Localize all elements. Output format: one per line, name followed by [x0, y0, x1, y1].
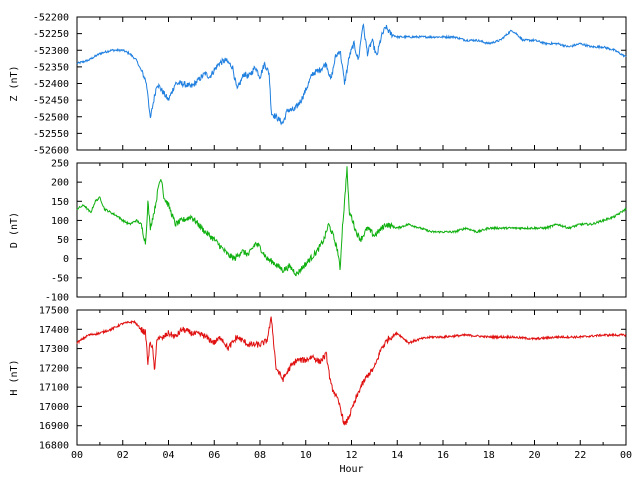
- x-tick-label: 10: [300, 450, 312, 461]
- x-tick-label: 02: [117, 450, 129, 461]
- y-tick-label-h: 16800: [39, 441, 69, 452]
- x-tick-label: 04: [162, 450, 174, 461]
- y-tick-label-z: -52250: [33, 29, 69, 40]
- y-axis-label-d: D (nT): [9, 212, 20, 248]
- y-tick-label-h: 17000: [39, 402, 69, 413]
- y-tick-label-z: -52400: [33, 79, 69, 90]
- y-tick-label-z: -52550: [33, 129, 69, 140]
- x-tick-label: 00: [71, 450, 83, 461]
- y-tick-label-z: -52350: [33, 62, 69, 73]
- y-tick-label-h: 17500: [39, 306, 69, 317]
- y-tick-label-d: 150: [51, 197, 69, 208]
- series-line-d: [76, 166, 627, 277]
- y-tick-label-d: 0: [63, 254, 69, 265]
- y-tick-label-z: -52200: [33, 13, 69, 24]
- x-tick-label: 20: [528, 450, 540, 461]
- y-tick-label-h: 17400: [39, 325, 69, 336]
- x-tick-label: 06: [208, 450, 220, 461]
- x-tick-label: 00: [620, 450, 632, 461]
- y-tick-label-h: 17100: [39, 383, 69, 394]
- x-axis-label: Hour: [339, 464, 363, 475]
- y-tick-label-z: -52300: [33, 46, 69, 57]
- y-tick-label-d: 250: [51, 159, 69, 170]
- plot-frame-z: [76, 16, 627, 151]
- y-tick-label-d: 100: [51, 216, 69, 227]
- x-tick-label: 14: [391, 450, 403, 461]
- x-tick-label: 16: [437, 450, 449, 461]
- y-tick-label-h: 17300: [39, 344, 69, 355]
- series-line-h: [76, 316, 627, 426]
- plot-frame-d: [76, 162, 627, 298]
- y-tick-label-h: 17200: [39, 363, 69, 374]
- series-line-z: [76, 23, 627, 126]
- y-tick-label-z: -52450: [33, 96, 69, 107]
- y-tick-label-d: 50: [57, 235, 69, 246]
- plot-frame-h: [76, 309, 627, 446]
- panel-h: 17500 17400 17300 17200 17100 17000 16900 16800…: [9, 306, 632, 476]
- y-tick-label-z: -52600: [33, 146, 69, 157]
- x-tick-label: 22: [574, 450, 586, 461]
- y-tick-label-z: -52500: [33, 112, 69, 123]
- x-tick-label: 12: [345, 450, 357, 461]
- panel-d: 250 200 150 100 50 0 -50 -100 D (nT): [9, 159, 627, 304]
- panel-z: -52200 -52250 -52300 -52350 -52400 -52450 -525…: [9, 13, 627, 157]
- y-tick-label-d: -100: [45, 293, 69, 304]
- y-axis-label-z: Z (nT): [9, 65, 20, 101]
- x-tick-label: 08: [254, 450, 266, 461]
- y-tick-label-d: -50: [51, 273, 69, 284]
- y-axis-label-h: H (nT): [9, 359, 20, 395]
- x-tick-label: 18: [483, 450, 495, 461]
- y-tick-label-h: 16900: [39, 421, 69, 432]
- y-tick-label-d: 200: [51, 178, 69, 189]
